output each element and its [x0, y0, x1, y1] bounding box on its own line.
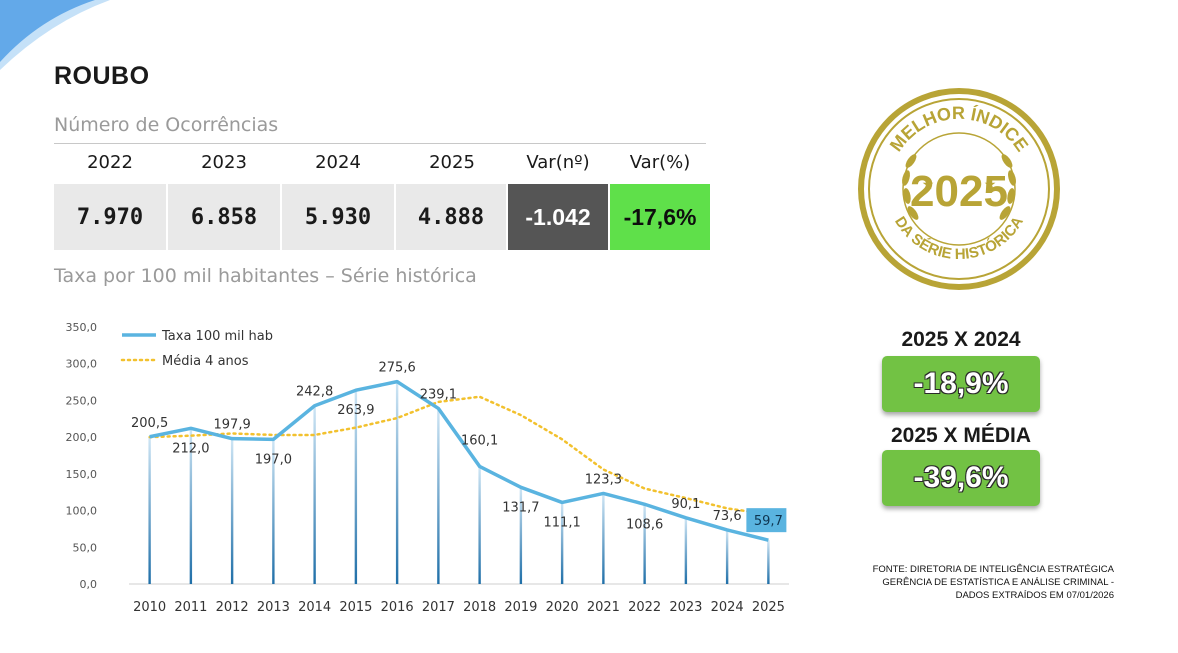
x-tick-label: 2021 [587, 600, 620, 615]
data-label: 59,7 [754, 514, 783, 529]
laurel-icon [902, 154, 1016, 220]
x-tick-label: 2025 [752, 600, 785, 615]
value-drop-bar [519, 487, 523, 584]
value-drop-bar [230, 438, 234, 584]
value-drop-bar [725, 529, 729, 584]
x-tick-label: 2024 [711, 600, 744, 615]
data-label: 263,9 [337, 403, 374, 418]
table-header-var-n: Var(nº) [526, 152, 590, 173]
table-header-var-pct: Var(%) [629, 152, 691, 173]
table-value-2024: 5.930 [282, 184, 394, 250]
rate-heading: Taxa por 100 mil habitantes – Série hist… [54, 265, 477, 287]
page-title: ROUBO [54, 62, 150, 90]
value-drop-bar [148, 436, 151, 584]
value-drop-bar [560, 502, 564, 584]
data-label: 123,3 [585, 472, 622, 487]
y-tick-label: 250,0 [66, 394, 98, 407]
source-line-1: FONTE: DIRETORIA DE INTELIGÊNCIA ESTRATÉ… [872, 564, 1114, 575]
table-value-var-pct: -17,6% [610, 184, 710, 250]
x-tick-label: 2012 [216, 600, 249, 615]
best-index-seal: MELHOR ÍNDICE 2025 ★ ★ DA SÉRIE HISTÓRIC… [858, 88, 1060, 290]
data-label: 200,5 [131, 416, 168, 431]
value-drop-bar [767, 540, 770, 584]
table-value-2023: 6.858 [168, 184, 280, 250]
comparison-value-2024: -18,9% [882, 356, 1040, 412]
comparison-label-average: 2025 X MÉDIA [890, 424, 1032, 447]
x-tick-label: 2018 [463, 600, 496, 615]
x-tick-label: 2013 [257, 600, 290, 615]
value-drop-bar [684, 517, 688, 584]
data-label: 197,9 [214, 418, 251, 433]
corner-decoration [0, 0, 110, 70]
value-drop-bar [354, 390, 358, 584]
data-label: 275,6 [379, 361, 416, 376]
data-label: 239,1 [420, 387, 457, 402]
series-line-average [148, 395, 770, 516]
x-tick-label: 2014 [298, 600, 331, 615]
data-label: 73,6 [713, 509, 742, 524]
value-drop-bar [437, 408, 440, 584]
value-drop-bar [602, 493, 605, 584]
seal-star-right-icon: ★ [984, 177, 997, 193]
y-tick-label: 50,0 [73, 541, 98, 554]
x-tick-label: 2015 [339, 600, 372, 615]
x-tick-label: 2020 [546, 600, 579, 615]
value-drop-bar [313, 405, 316, 584]
y-tick-label: 300,0 [66, 358, 98, 371]
table-header-2024: 2024 [315, 152, 361, 173]
data-label: 108,6 [626, 517, 663, 532]
y-tick-label: 200,0 [66, 431, 98, 444]
seal-star-left-icon: ★ [922, 177, 935, 193]
value-drop-bar [189, 428, 193, 584]
y-tick-label: 150,0 [66, 468, 98, 481]
x-tick-label: 2010 [133, 600, 166, 615]
occurrences-heading: Número de Ocorrências [54, 114, 279, 136]
x-tick-label: 2011 [174, 600, 207, 615]
rate-line-chart: 0,0 50,0 100,0 150,0 200,0 250,0 300,0 350,0 201… [66, 321, 789, 615]
table-header-2025: 2025 [429, 152, 475, 173]
seal-inner-ring [868, 98, 1050, 280]
series-line-rate [149, 379, 769, 542]
y-tick-label: 100,0 [66, 505, 98, 518]
seal-year: 2025 [910, 167, 1008, 216]
data-label: 131,7 [502, 500, 539, 515]
value-drop-bar [272, 439, 275, 584]
value-drop-bar [478, 466, 481, 584]
x-tick-label: 2022 [628, 600, 661, 615]
data-label: 212,0 [172, 441, 209, 456]
data-label: 197,0 [255, 452, 292, 467]
seal-outer-ring [858, 88, 1060, 290]
seal-center-ring [902, 132, 1016, 246]
table-value-var-n: -1.042 [508, 184, 608, 250]
source-note: FONTE: DIRETORIA DE INTELIGÊNCIA ESTRATÉ… [873, 563, 1114, 602]
source-line-3: DADOS EXTRAÍDOS EM 07/01/2026 [955, 590, 1114, 601]
source-line-2: GERÊNCIA DE ESTATÍSTICA E ANÁLISE CRIMIN… [882, 577, 1114, 588]
data-label: 90,1 [671, 497, 700, 512]
table-header-2023: 2023 [201, 152, 247, 173]
comparison-label-2024: 2025 X 2024 [901, 328, 1021, 351]
table-value-2025: 4.888 [396, 184, 506, 250]
comparison-value-average: -39,6% [882, 450, 1040, 506]
value-drop-bar [395, 381, 399, 584]
data-label: 111,1 [544, 515, 581, 530]
y-tick-label: 350,0 [66, 321, 98, 334]
x-tick-label: 2019 [504, 600, 537, 615]
x-tick-label: 2023 [669, 600, 702, 615]
legend-label-rate: Taxa 100 mil hab [161, 329, 273, 344]
table-value-2022: 7.970 [54, 184, 166, 250]
value-drop-bar [643, 504, 646, 584]
heading-rule [54, 143, 706, 144]
x-tick-label: 2017 [422, 600, 455, 615]
x-tick-label: 2016 [381, 600, 414, 615]
data-label-highlight-box [746, 508, 787, 533]
data-label: 242,8 [296, 385, 333, 400]
y-tick-label: 0,0 [80, 578, 98, 591]
legend-label-average: Média 4 anos [162, 354, 249, 369]
data-label: 160,1 [461, 433, 498, 448]
table-header-2022: 2022 [87, 152, 133, 173]
